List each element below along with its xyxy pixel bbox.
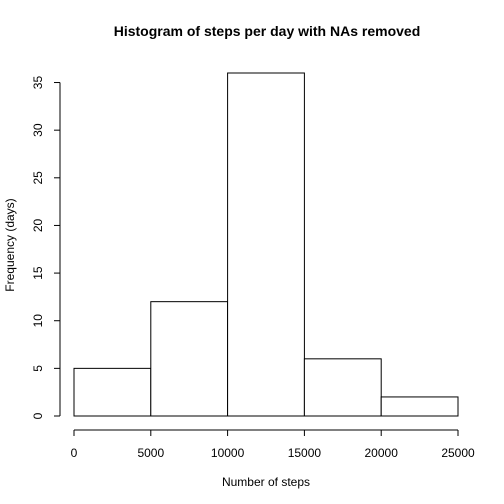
x-tick-label-2: 10000 (211, 446, 245, 460)
histogram-bar-2 (227, 72, 305, 417)
y-tick-label-7: 35 (31, 76, 45, 90)
y-tick-label-6: 30 (31, 123, 45, 137)
y-axis: 0 5 10 15 20 25 30 35 (31, 76, 61, 419)
x-tick-label-0: 0 (71, 446, 78, 460)
x-axis-label: Number of steps (222, 475, 310, 489)
y-tick-label-3: 15 (31, 266, 45, 280)
y-tick-label-0: 0 (31, 412, 45, 419)
histogram-bar-0 (73, 367, 152, 417)
x-axis: 0 5000 10000 15000 20000 25000 (71, 429, 475, 460)
histogram-bar-1 (150, 301, 229, 417)
x-tick-label-5: 25000 (441, 446, 475, 460)
bars-group (73, 72, 459, 417)
x-tick-label-1: 5000 (137, 446, 164, 460)
y-tick-label-1: 5 (31, 365, 45, 372)
histogram-bar-3 (303, 358, 382, 417)
y-tick-label-2: 10 (31, 314, 45, 328)
y-tick-label-5: 25 (31, 171, 45, 185)
histogram-bar-4 (380, 396, 459, 417)
x-tick-label-4: 20000 (365, 446, 399, 460)
x-tick-label-3: 15000 (288, 446, 322, 460)
y-tick-label-4: 20 (31, 218, 45, 232)
y-axis-label: Frequency (days) (3, 198, 17, 291)
chart-title: Histogram of steps per day with NAs remo… (114, 23, 421, 39)
